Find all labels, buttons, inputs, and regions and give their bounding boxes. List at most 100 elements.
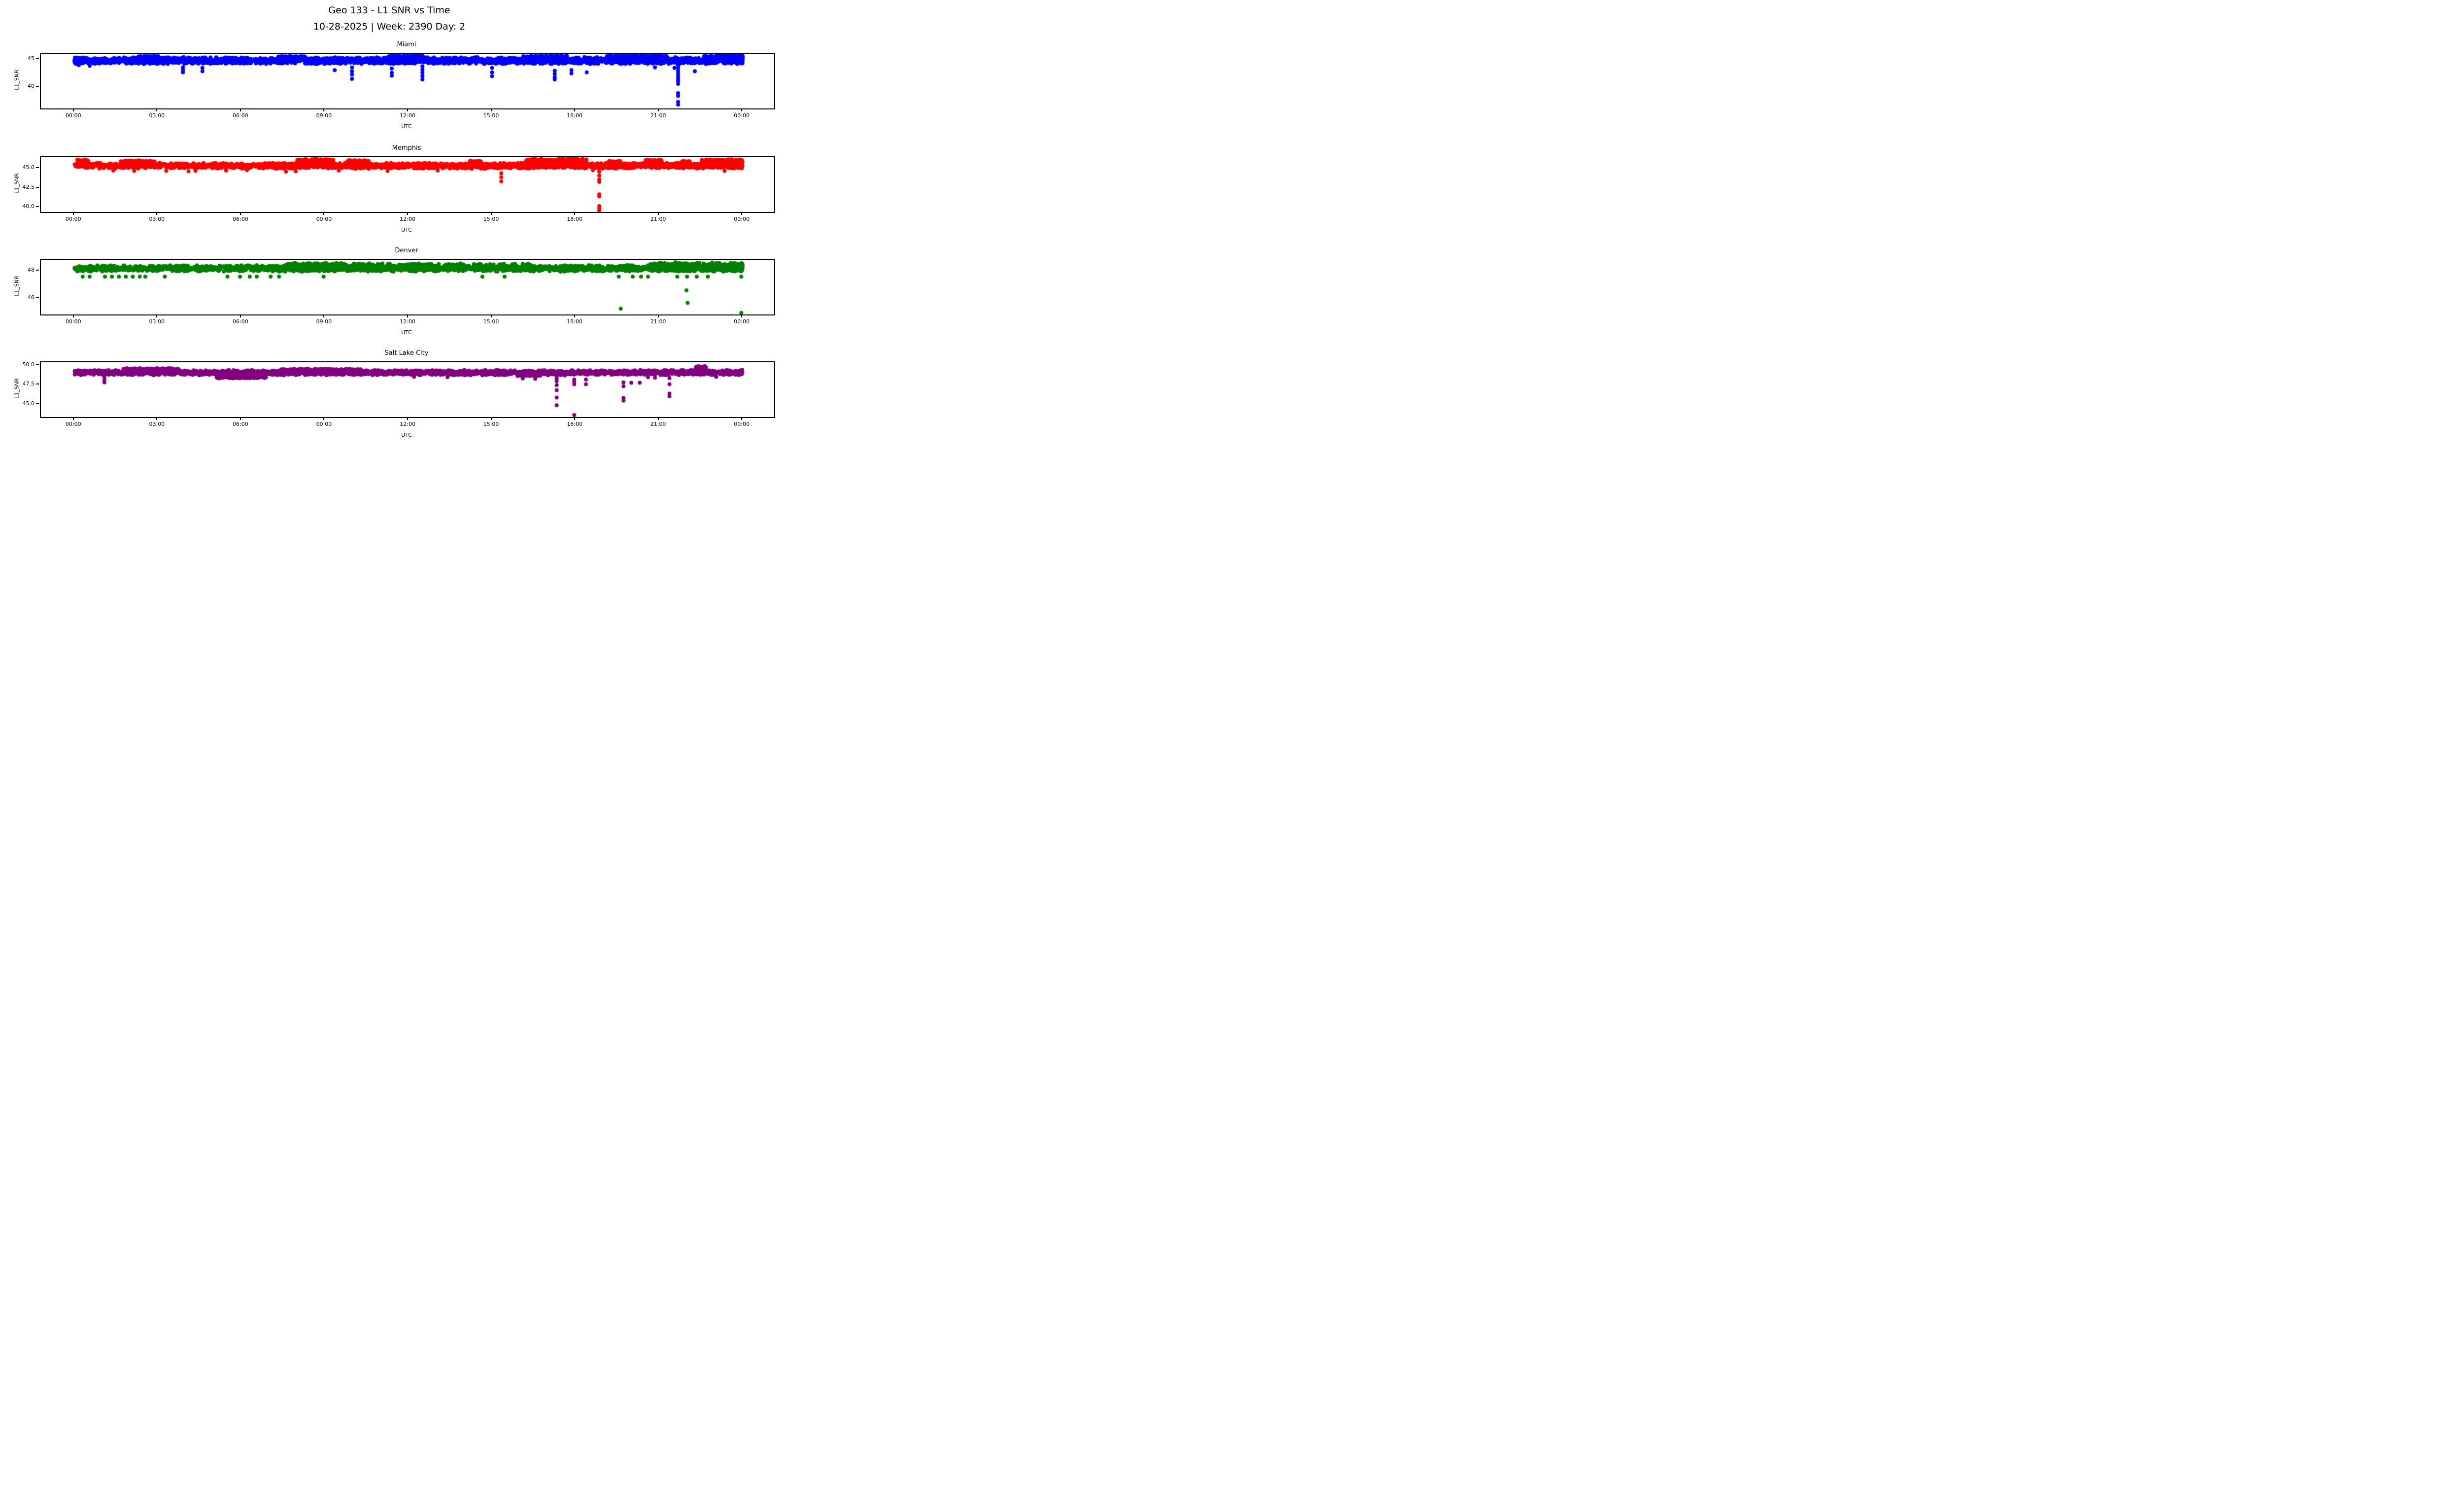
x-tick-label: 21:00 [650,216,666,222]
x-axis-label: UTC [401,432,412,438]
x-tick-mark [323,314,325,317]
x-tick-mark [323,108,325,111]
y-tick-label: 40 [28,82,34,89]
x-tick-mark [657,314,659,317]
x-tick-mark [407,108,408,111]
subplot-salt-lake-city: Salt Lake City L1_SNR 45.0 47.5 50.0 00:00… [0,348,779,448]
x-tick-mark [490,417,492,420]
x-tick-label: 12:00 [400,216,415,222]
x-tick-label: 00:00 [734,216,750,222]
plot-area-denver [40,259,775,315]
y-tick-label: 45 [28,55,34,62]
y-tick-label: 45.0 [22,164,35,171]
x-tick-mark [490,108,492,111]
y-tick-label: 50.0 [22,361,35,368]
x-tick-mark [741,212,743,215]
x-tick-mark [407,314,408,317]
subplot-denver: Denver L1_SNR 46 48 00:00 03:00 06:00 09:00 1… [0,245,779,348]
x-tick-mark [490,212,492,215]
x-tick-label: 00:00 [734,421,750,427]
x-tick-mark [407,417,408,420]
x-tick-label: 09:00 [316,112,332,119]
x-tick-label: 21:00 [650,112,666,119]
y-tick-mark [36,270,39,271]
x-tick-mark [574,108,576,111]
x-tick-label: 09:00 [316,216,332,222]
x-tick-label: 06:00 [233,421,248,427]
x-tick-mark [240,212,241,215]
x-tick-mark [657,417,659,420]
y-axis-label: L1_SNR [13,276,20,296]
subplot-title-miami: Miami [397,41,416,48]
x-tick-label: 00:00 [65,112,81,119]
x-tick-mark [741,417,743,420]
x-tick-label: 03:00 [149,421,165,427]
x-tick-label: 15:00 [483,216,499,222]
y-tick-mark [36,85,39,87]
y-tick-mark [36,206,39,208]
x-tick-label: 00:00 [65,216,81,222]
y-tick-mark [36,383,39,385]
x-tick-label: 09:00 [316,421,332,427]
y-tick-mark [36,58,39,60]
y-tick-label: 47.5 [22,381,35,387]
x-tick-mark [72,212,74,215]
x-tick-mark [323,212,325,215]
y-tick-mark [36,186,39,188]
x-tick-label: 00:00 [65,318,81,325]
x-tick-mark [574,417,576,420]
x-tick-label: 06:00 [233,318,248,325]
x-tick-mark [156,417,158,420]
figure-geo133-snr: Geo 133 - L1 SNR vs Time 10-28-2025 | We… [0,0,779,448]
x-tick-mark [240,314,241,317]
x-axis-label: UTC [401,329,412,336]
x-tick-label: 18:00 [567,421,582,427]
x-tick-label: 18:00 [567,318,582,325]
x-tick-label: 18:00 [567,112,582,119]
x-tick-label: 21:00 [650,318,666,325]
x-tick-mark [72,314,74,317]
x-tick-mark [323,417,325,420]
y-tick-mark [36,403,39,404]
x-tick-label: 00:00 [734,318,750,325]
y-tick-mark [36,297,39,298]
x-tick-mark [657,108,659,111]
x-tick-mark [657,212,659,215]
y-tick-label: 45.0 [22,400,35,407]
x-tick-mark [156,314,158,317]
y-tick-mark [36,167,39,168]
x-tick-label: 15:00 [483,421,499,427]
x-tick-mark [240,417,241,420]
subplot-title-memphis: Memphis [392,144,421,152]
x-tick-label: 06:00 [233,112,248,119]
x-tick-label: 03:00 [149,216,165,222]
y-tick-label: 46 [28,294,34,301]
x-axis-label: UTC [401,123,412,130]
x-tick-label: 03:00 [149,318,165,325]
x-tick-label: 15:00 [483,318,499,325]
subplot-memphis: Memphis L1_SNR 40.0 42.5 45.0 00:00 03:00 06… [0,143,779,245]
x-tick-label: 00:00 [65,421,81,427]
x-tick-label: 00:00 [734,112,750,119]
x-tick-label: 12:00 [400,318,415,325]
x-tick-label: 21:00 [650,421,666,427]
x-tick-mark [72,417,74,420]
figure-suptitle: Geo 133 - L1 SNR vs Time 10-28-2025 | We… [0,2,779,35]
subplot-miami: Miami L1_SNR 40 45 00:00 03:00 06:00 09:00 12… [0,39,779,142]
plot-area-salt-lake-city [40,361,775,418]
x-tick-mark [156,108,158,111]
plot-area-miami [40,53,775,109]
x-tick-mark [240,108,241,111]
x-tick-mark [574,212,576,215]
plot-area-memphis [40,156,775,213]
subplot-title-salt-lake-city: Salt Lake City [384,349,429,357]
x-tick-mark [741,108,743,111]
x-tick-mark [490,314,492,317]
x-tick-label: 18:00 [567,216,582,222]
x-tick-label: 15:00 [483,112,499,119]
x-tick-mark [156,212,158,215]
y-tick-label: 40.0 [22,203,35,210]
x-tick-label: 09:00 [316,318,332,325]
x-tick-label: 06:00 [233,216,248,222]
y-tick-mark [36,364,39,365]
